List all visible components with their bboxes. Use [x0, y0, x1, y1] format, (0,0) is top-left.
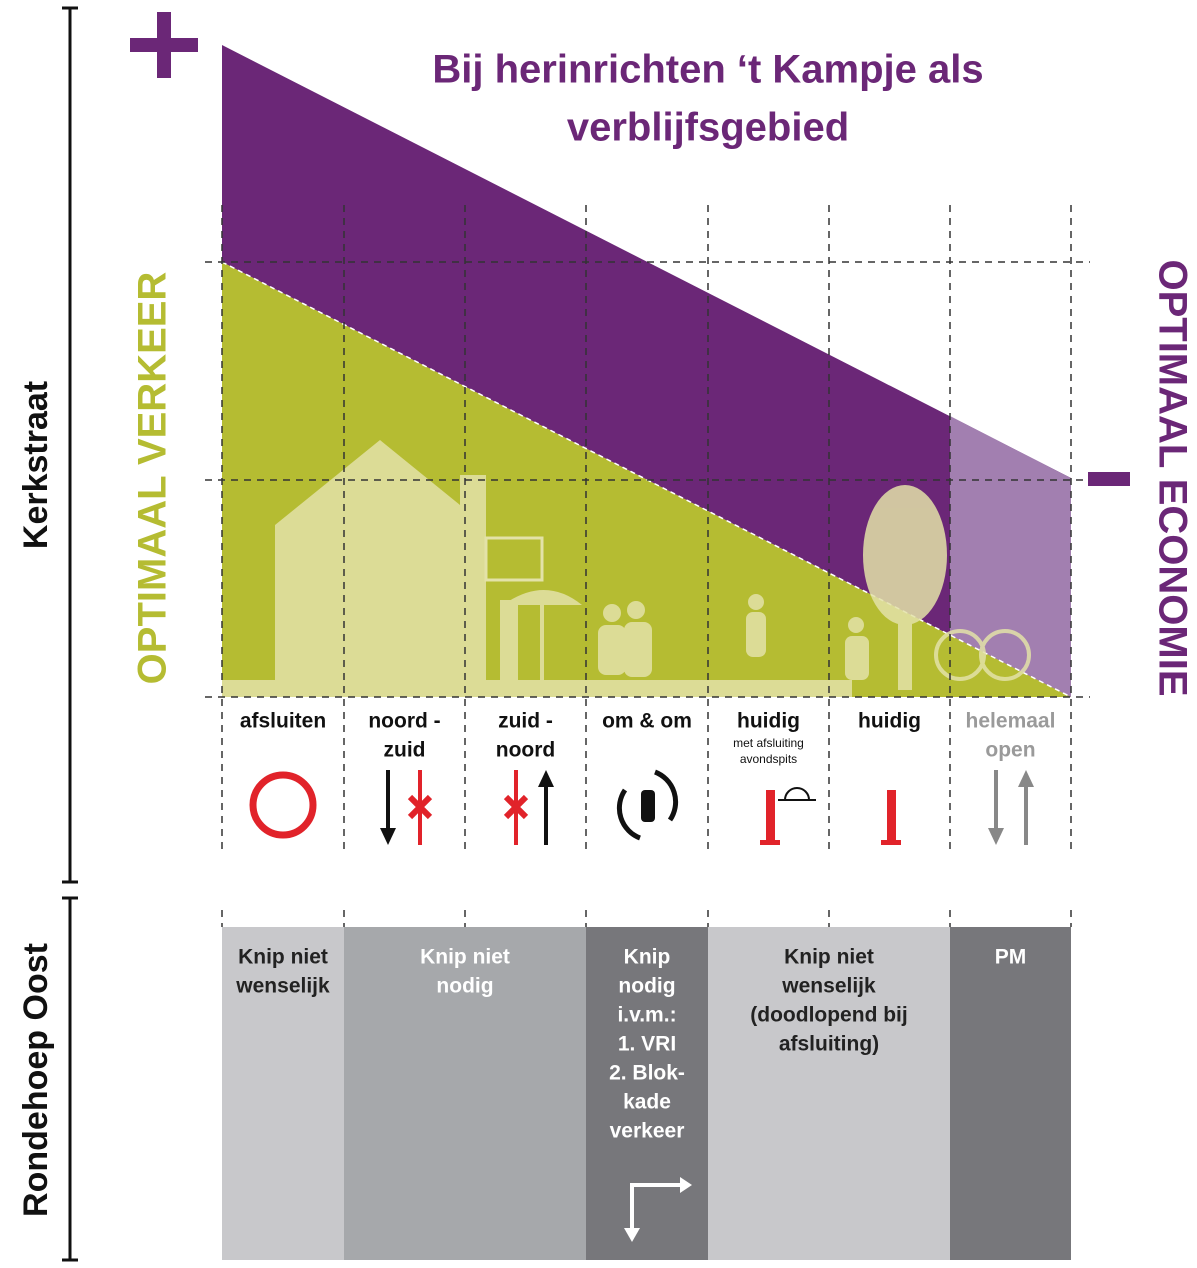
purple-area — [222, 45, 1071, 697]
axis-label: OPTIMAAL ECONOMIE — [1150, 259, 1194, 696]
title: verblijfsgebied — [567, 106, 849, 150]
column-label: om & om — [602, 710, 692, 733]
column-label: noord — [496, 739, 555, 762]
box-bg — [708, 927, 950, 1260]
column-label: afsluiten — [240, 710, 326, 733]
box-bg — [344, 927, 586, 1260]
column-label: open — [985, 739, 1035, 762]
box-text: wenselijk — [781, 975, 876, 998]
minus — [1088, 472, 1130, 486]
column-sublabel: met afsluiting — [733, 736, 804, 750]
axis-label: OPTIMAAL VERKEER — [131, 272, 175, 685]
column-label: noord - — [368, 710, 440, 733]
box-text: kade — [623, 1091, 671, 1114]
cafe-sign — [484, 536, 544, 582]
column-label: huidig — [737, 710, 800, 733]
column-sublabel: avondspits — [740, 752, 797, 766]
box-text: (doodlopend bij — [750, 1004, 907, 1027]
box-bg — [222, 927, 344, 1260]
divider — [221, 261, 1072, 698]
box-text: Knip — [624, 946, 671, 969]
box-text: wenselijk — [235, 975, 330, 998]
light-area — [950, 416, 1071, 697]
box-text: nodig — [618, 975, 675, 998]
grid — [205, 205, 1090, 927]
column-label: zuid - — [498, 710, 553, 733]
title: Bij herinrichten ‘t Kampje als — [432, 48, 983, 92]
section-label: Rondehoep Oost — [17, 943, 55, 1217]
icons — [249, 769, 1034, 1242]
box-bg — [586, 927, 708, 1260]
plus — [130, 12, 198, 78]
box-text: Knip niet — [420, 946, 510, 969]
silhouettes — [222, 440, 1031, 697]
box-text: verkeer — [610, 1120, 685, 1143]
box-text: 2. Blok- — [609, 1062, 685, 1085]
section-label: Kerkstraat — [17, 381, 55, 549]
column-label: zuid — [384, 739, 426, 762]
box-bg — [950, 927, 1071, 1260]
box-text: PM — [995, 946, 1027, 969]
box-text: Knip niet — [784, 946, 874, 969]
box-text: afsluiting) — [779, 1033, 879, 1056]
column-label: helemaal — [966, 710, 1056, 733]
box-text: Knip niet — [238, 946, 328, 969]
box-text: 1. VRI — [618, 1033, 676, 1056]
axis — [62, 6, 78, 1262]
box-text: i.v.m.: — [617, 1004, 676, 1027]
box-text: nodig — [436, 975, 493, 998]
column-label: huidig — [858, 710, 921, 733]
